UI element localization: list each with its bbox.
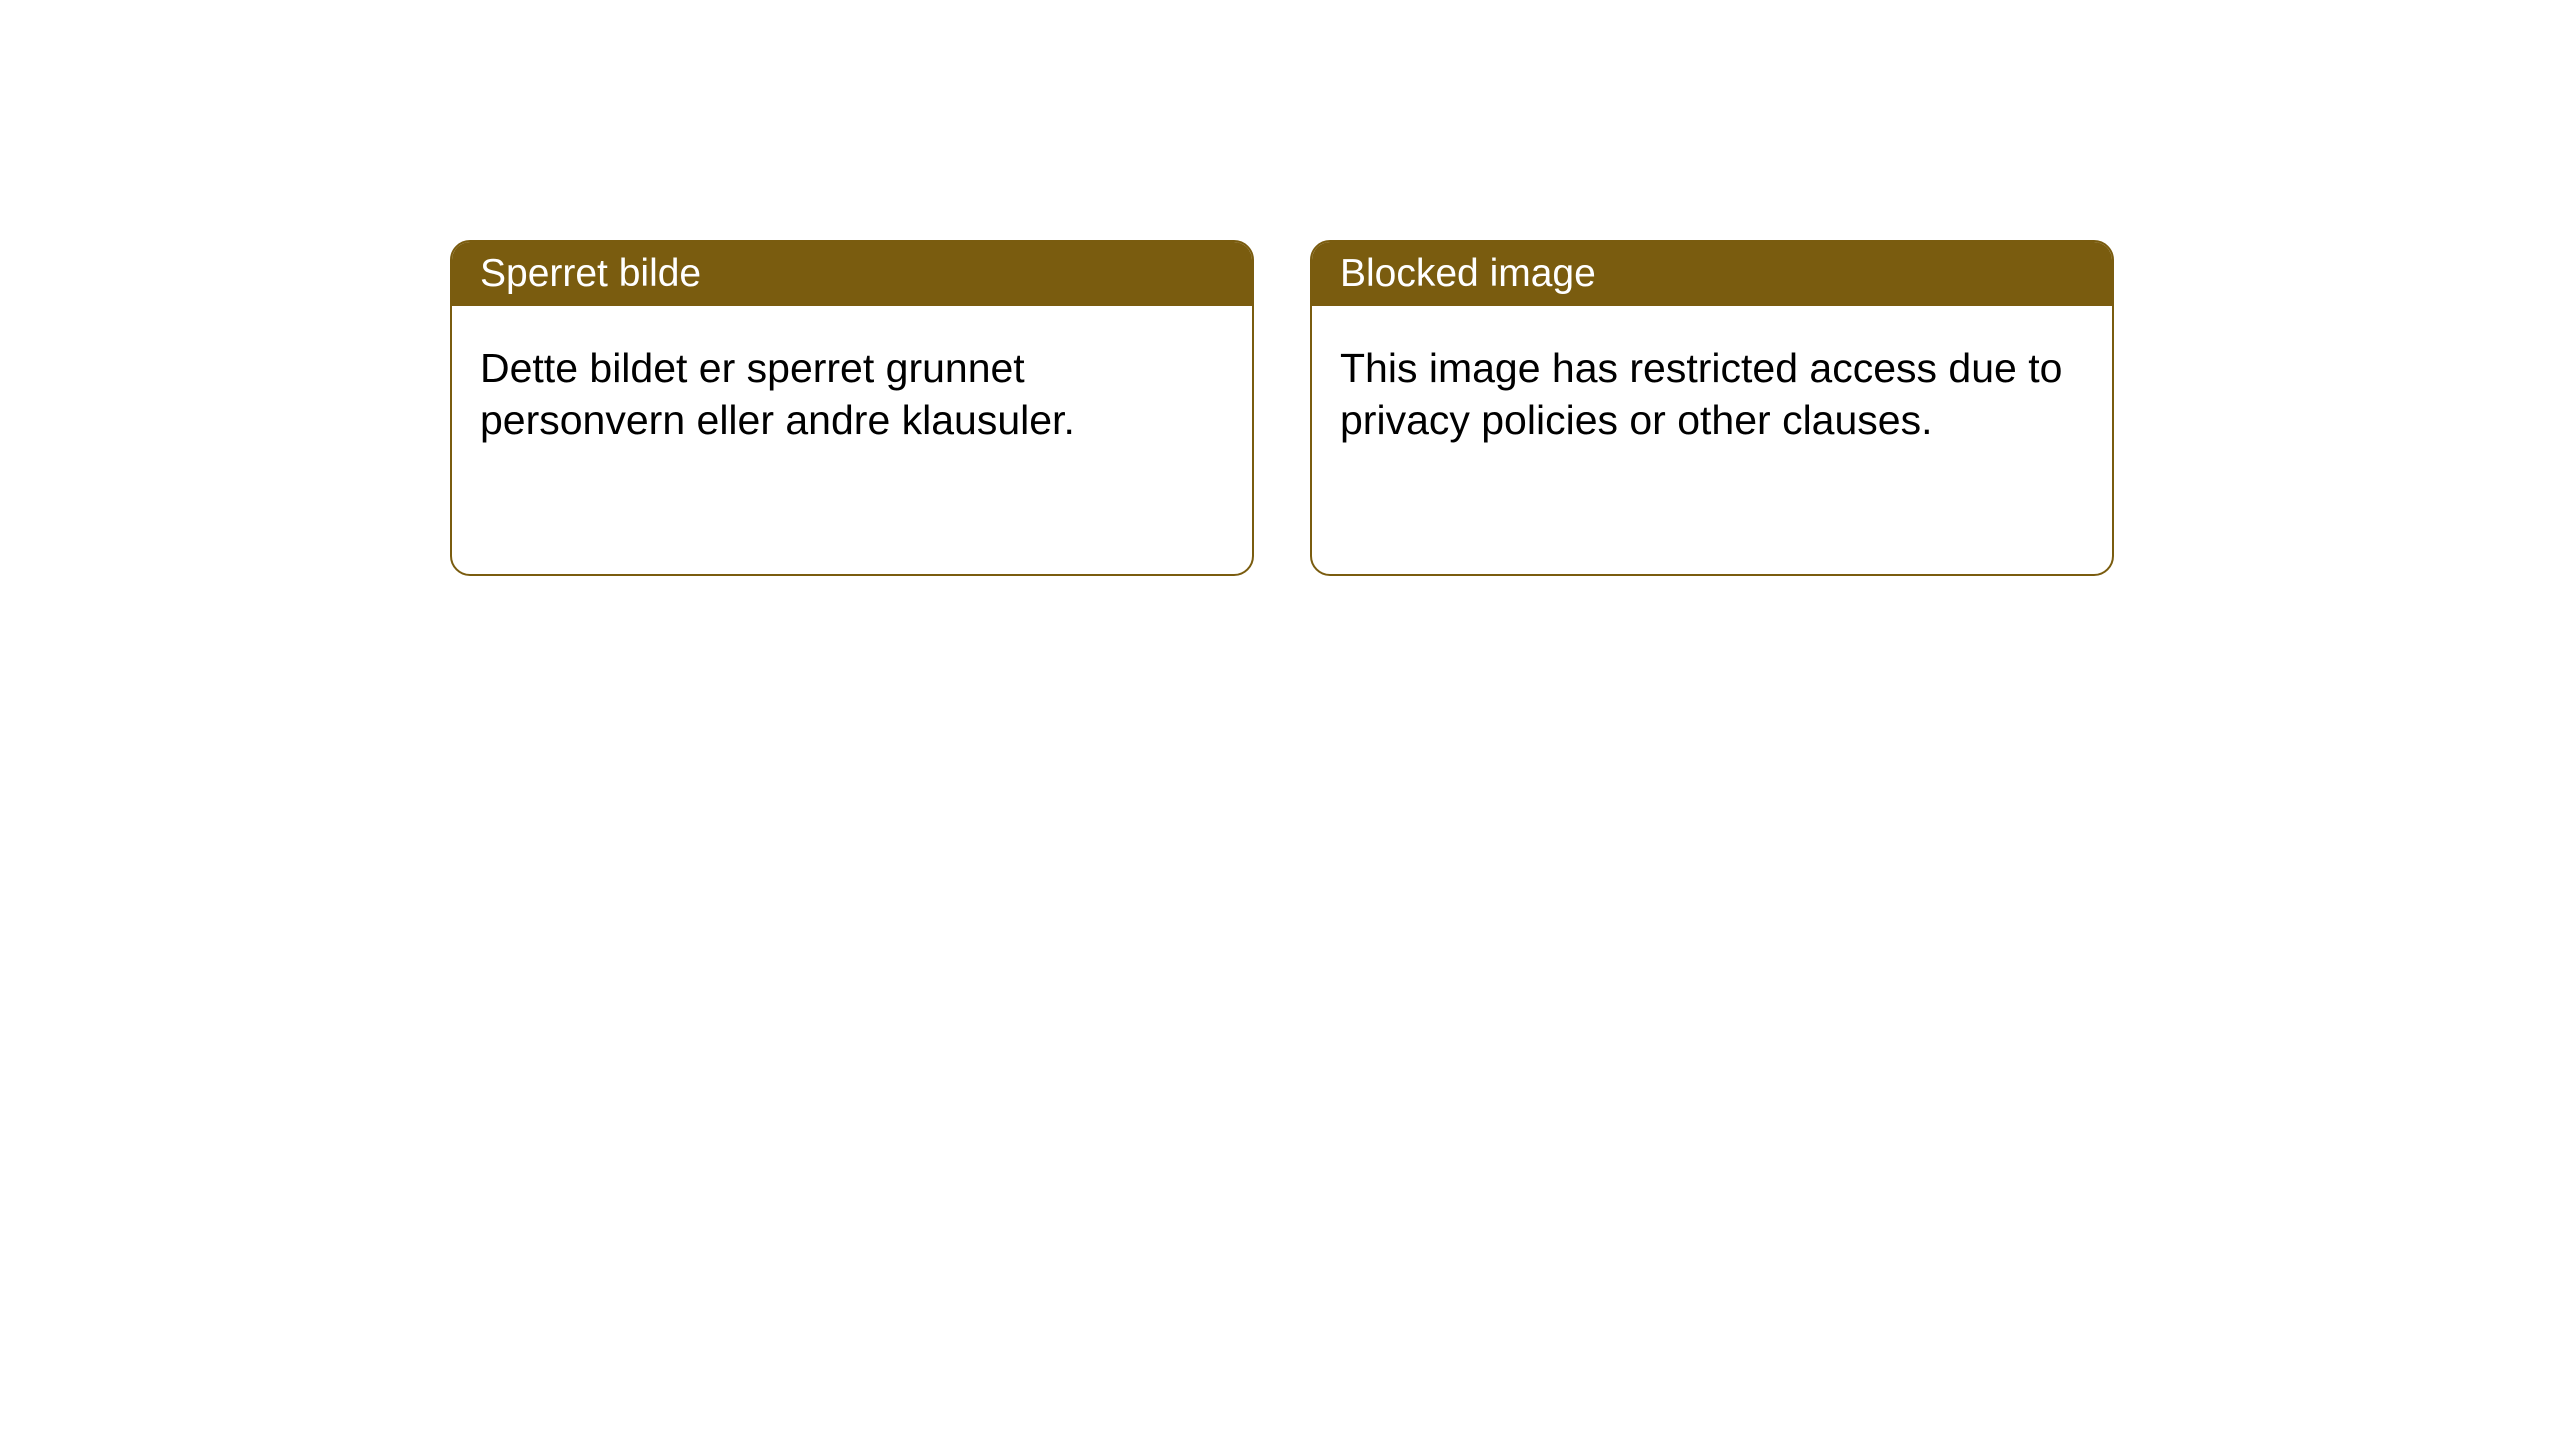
- notice-title-norwegian: Sperret bilde: [452, 242, 1252, 306]
- notice-title-english: Blocked image: [1312, 242, 2112, 306]
- notice-body-norwegian: Dette bildet er sperret grunnet personve…: [452, 306, 1252, 482]
- notice-card-norwegian: Sperret bilde Dette bildet er sperret gr…: [450, 240, 1254, 576]
- notice-body-english: This image has restricted access due to …: [1312, 306, 2112, 482]
- notice-container: Sperret bilde Dette bildet er sperret gr…: [0, 0, 2560, 576]
- notice-card-english: Blocked image This image has restricted …: [1310, 240, 2114, 576]
